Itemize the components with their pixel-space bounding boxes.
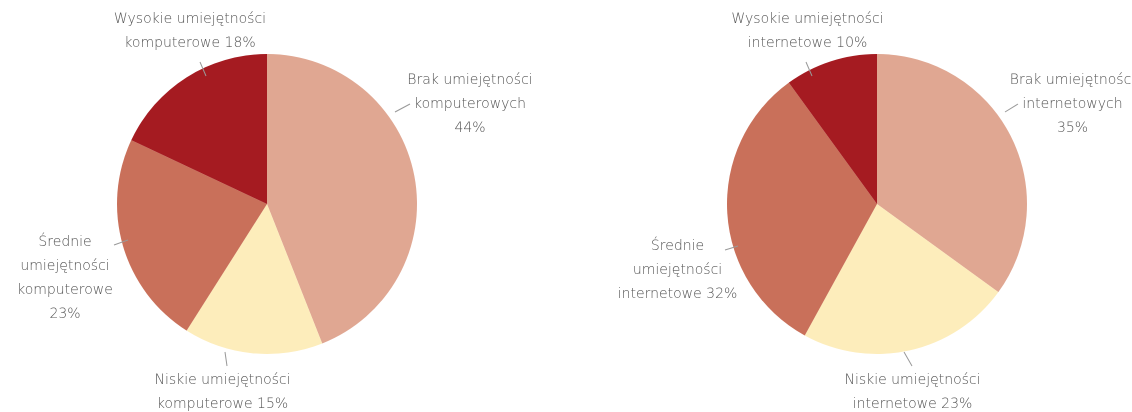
leader-line	[199, 61, 207, 77]
pie-slice	[788, 54, 877, 204]
label-text: Średnie umiejętności internetowe	[617, 238, 723, 302]
leader-line	[1004, 103, 1019, 113]
slice-label: Brak umiejętności internetowych 35%	[1005, 68, 1132, 140]
slice-label: Wysokie umiejętności komputerowe 18%	[95, 7, 285, 55]
label-text: 23%	[49, 306, 81, 322]
leader-line	[805, 61, 813, 77]
label-text: 32%	[706, 286, 738, 302]
pie-slice	[877, 54, 1027, 293]
leader-line	[224, 351, 228, 367]
slice-label: Wysokie umiejętności internetowe 10%	[710, 7, 905, 55]
pie-slice	[726, 82, 877, 336]
slice-label: Brak umiejętności komputerowych 44%	[400, 68, 540, 140]
label-text: 35%	[1056, 120, 1089, 136]
pie-slice	[804, 204, 999, 354]
label-text: 15%	[257, 396, 289, 412]
label-text: 44%	[454, 120, 486, 136]
slice-label: Średnie umiejętności komputerowe 23%	[0, 230, 130, 326]
pie-slice	[131, 53, 267, 204]
label-text: Brak umiejętności komputerowych	[407, 72, 533, 112]
pie-slice	[186, 204, 323, 354]
slice-label: Niskie umiejętności internetowe 23%	[820, 368, 1005, 412]
leader-line	[113, 239, 129, 246]
label-text: Wysokie umiejętności internetowe	[731, 11, 884, 51]
label-text: 10%	[836, 35, 868, 51]
label-text: Niskie umiejętności internetowe	[844, 372, 981, 412]
label-text: 18%	[224, 35, 256, 51]
label-text: Brak umiejętności internetowych	[1009, 72, 1132, 112]
label-text: Niskie umiejętności komputerowe	[154, 372, 291, 412]
slice-label: Niskie umiejętności komputerowe 15%	[130, 368, 315, 412]
leader-line	[903, 351, 913, 367]
slice-label: Średnie umiejętności internetowe 32%	[615, 234, 740, 306]
pie-slice	[267, 54, 418, 344]
label-text: Średnie umiejętności komputerowe	[17, 234, 113, 298]
pie-slice	[116, 140, 267, 331]
leader-line	[394, 103, 411, 113]
label-text: 23%	[941, 396, 973, 412]
leader-line	[724, 245, 739, 251]
label-text: Wysokie umiejętności komputerowe	[113, 11, 267, 51]
